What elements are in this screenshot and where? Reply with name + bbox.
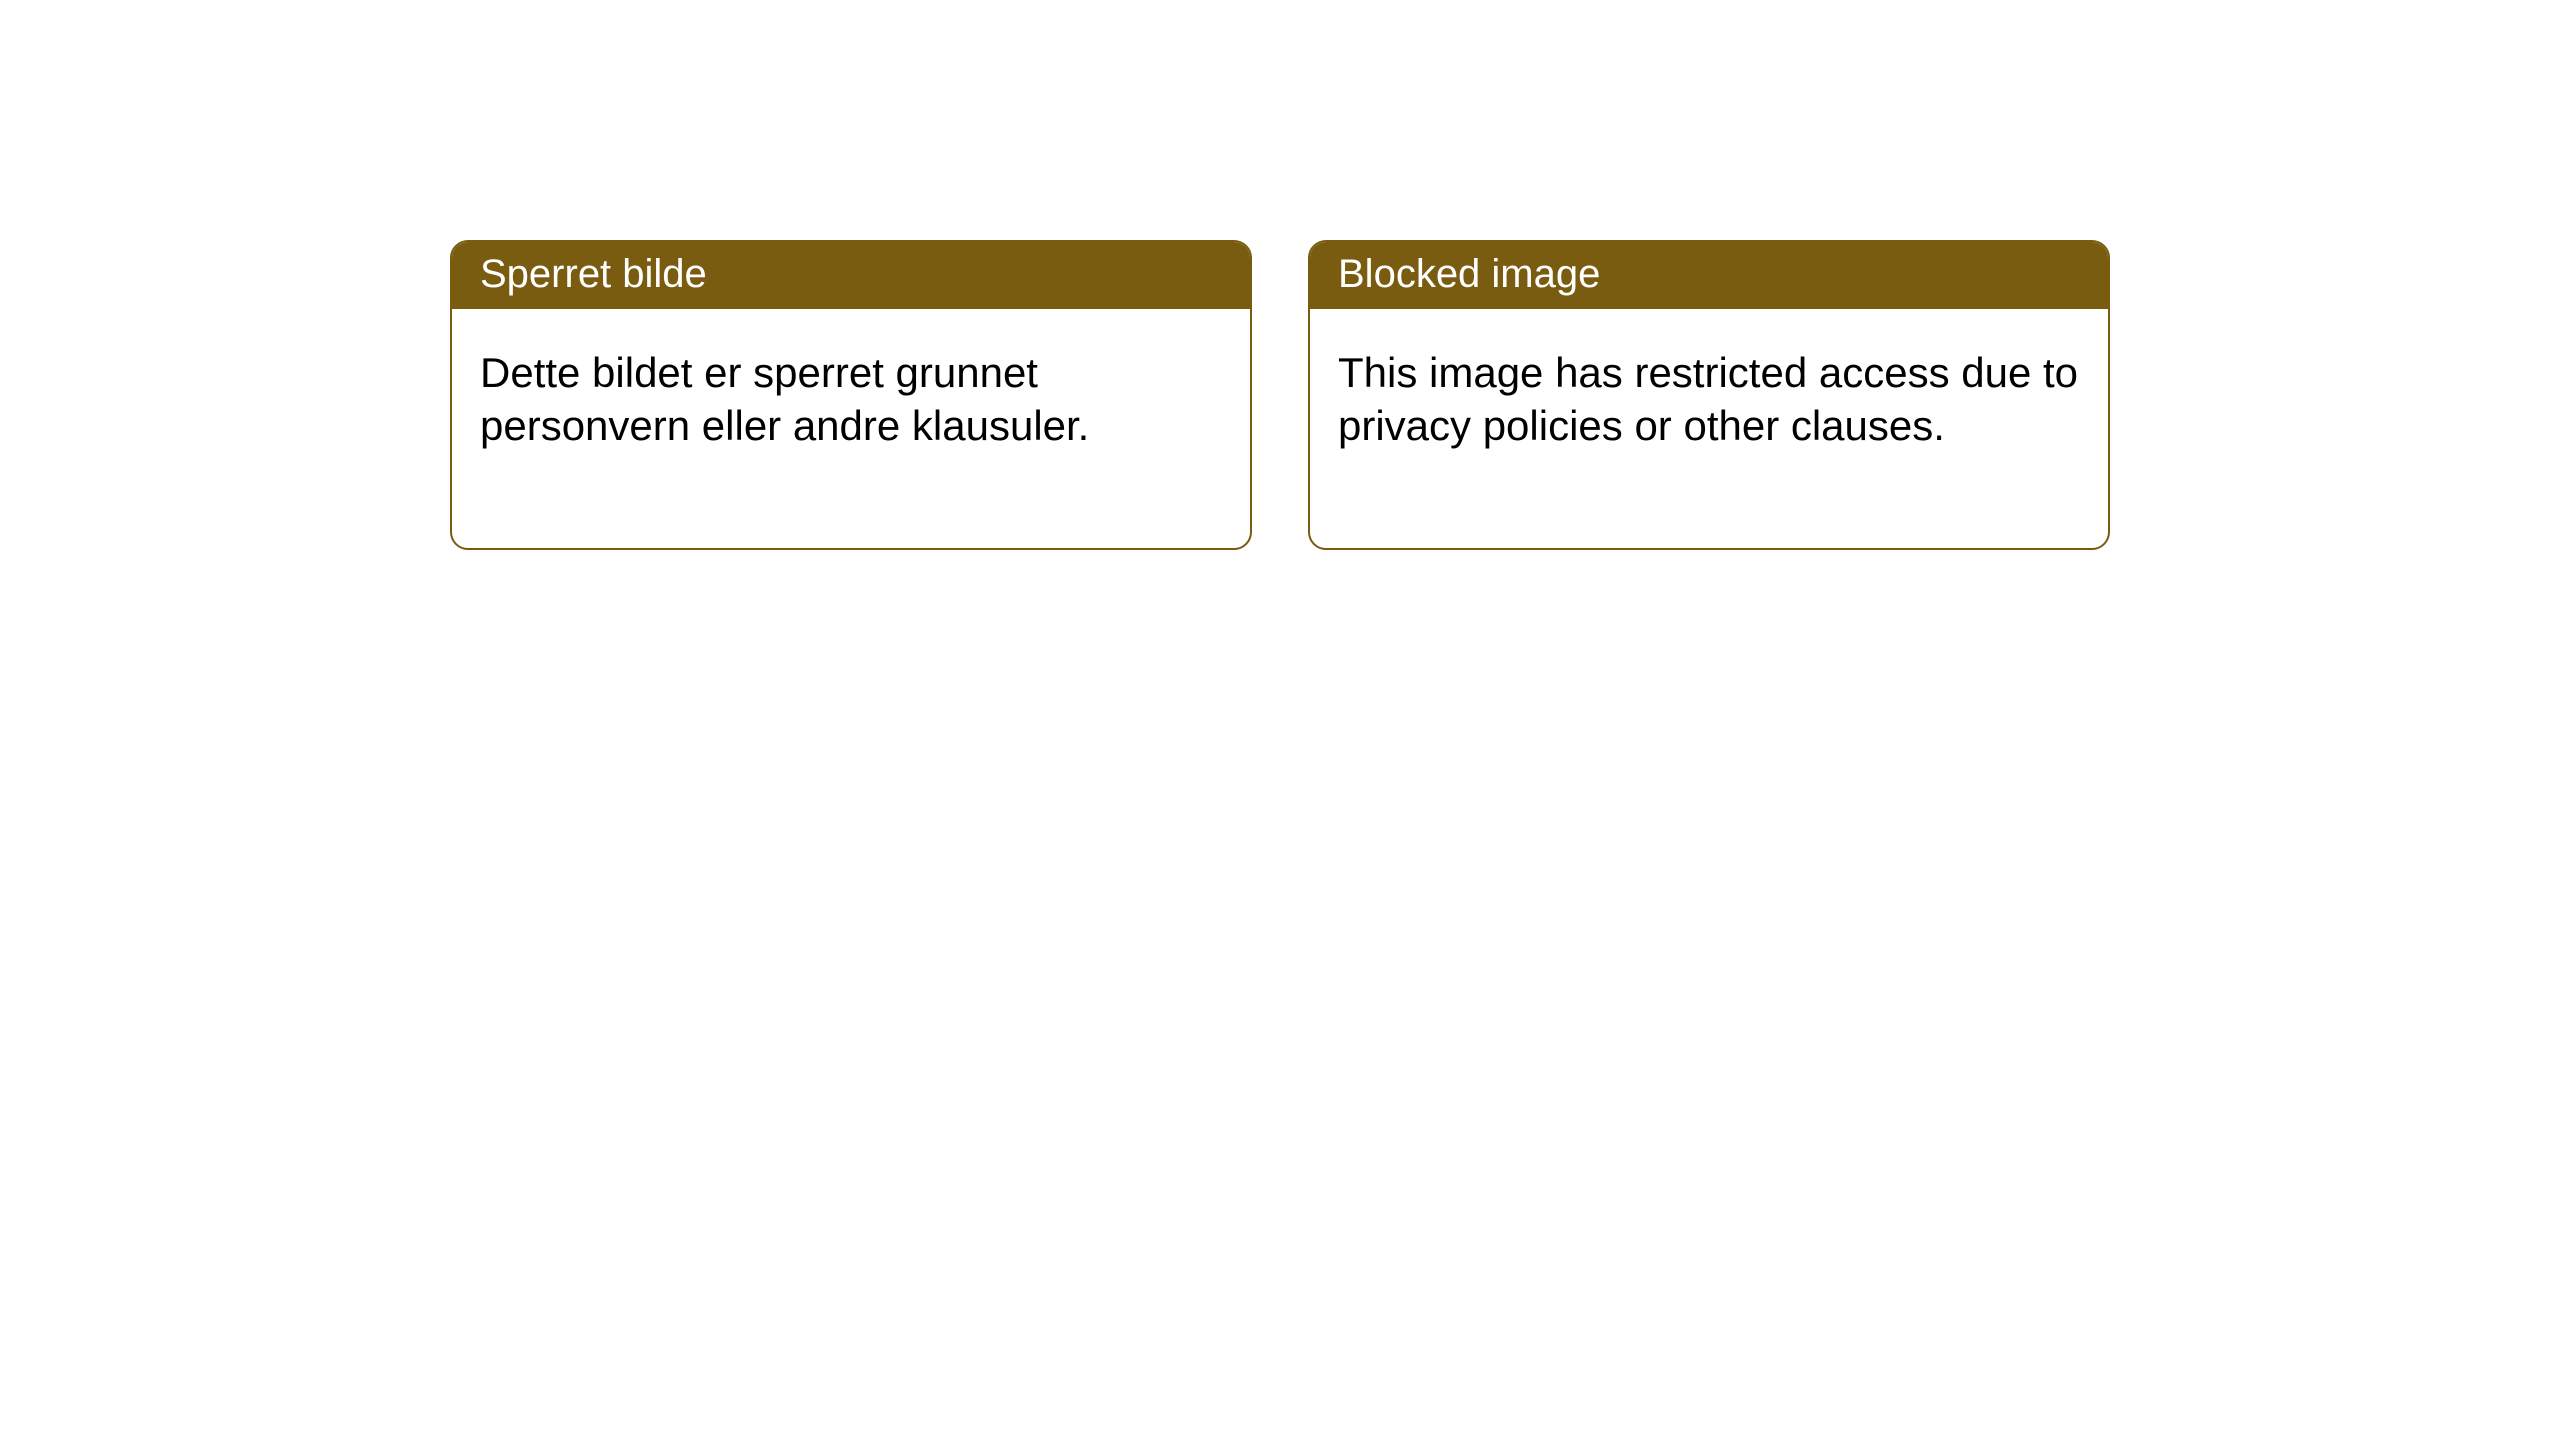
- notice-card-norwegian: Sperret bilde Dette bildet er sperret gr…: [450, 240, 1252, 550]
- notice-title: Blocked image: [1338, 252, 1600, 296]
- notice-body: Dette bildet er sperret grunnet personve…: [452, 309, 1250, 548]
- notice-title: Sperret bilde: [480, 252, 707, 296]
- notice-body-text: Dette bildet er sperret grunnet personve…: [480, 349, 1089, 449]
- notice-card-english: Blocked image This image has restricted …: [1308, 240, 2110, 550]
- notice-body-text: This image has restricted access due to …: [1338, 349, 2078, 449]
- notice-body: This image has restricted access due to …: [1310, 309, 2108, 548]
- notice-header: Blocked image: [1310, 242, 2108, 309]
- notice-container: Sperret bilde Dette bildet er sperret gr…: [450, 240, 2110, 550]
- notice-header: Sperret bilde: [452, 242, 1250, 309]
